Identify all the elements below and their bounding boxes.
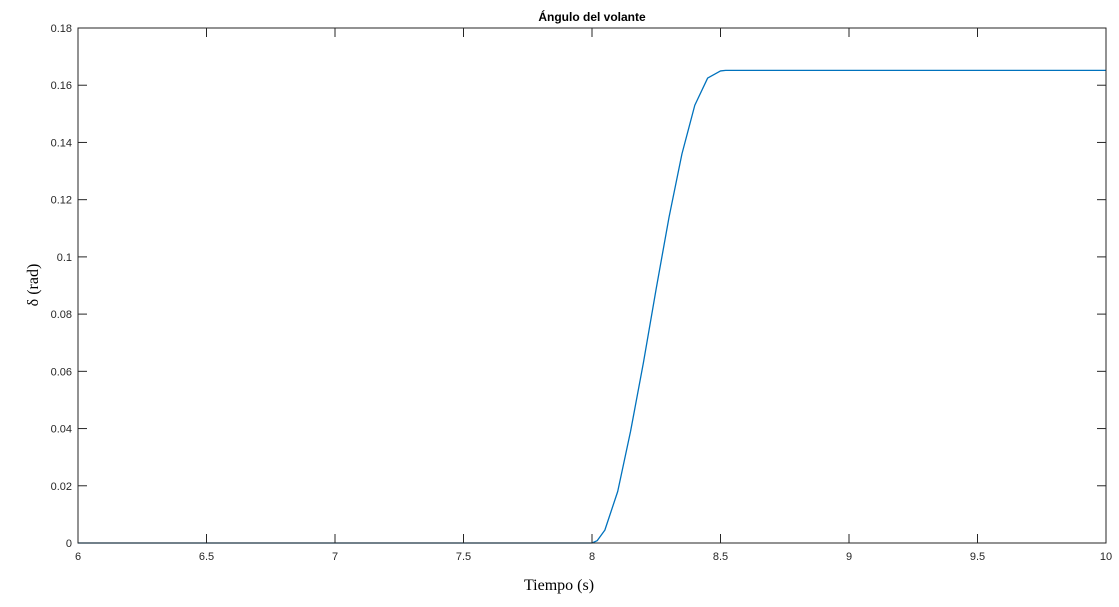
- y-tick-label: 0: [66, 538, 72, 550]
- x-tick-label: 8.5: [713, 551, 728, 563]
- y-axis-label: δ (rad): [25, 264, 42, 307]
- y-tick-label: 0.06: [51, 366, 72, 378]
- x-tick-label: 9.5: [970, 551, 985, 563]
- x-axis-label: Tiempo (s): [524, 577, 594, 594]
- series-line: [78, 69, 1106, 544]
- x-axis-ticks: 6 6.5 7 7.5 8 8.5 9 9.5 10: [75, 28, 1112, 563]
- x-tick-label: 7: [332, 551, 338, 563]
- y-tick-label: 0.16: [51, 80, 72, 92]
- x-tick-label: 7.5: [456, 551, 471, 563]
- x-tick-label: 8: [589, 551, 595, 563]
- x-tick-label: 6: [75, 551, 81, 563]
- y-tick-label: 0.1: [57, 252, 72, 264]
- y-tick-label: 0.04: [51, 424, 72, 436]
- y-tick-label: 0.12: [51, 195, 72, 207]
- chart-title: Ángulo del volante: [538, 9, 646, 24]
- y-tick-label: 0.14: [51, 137, 72, 149]
- y-tick-label: 0.08: [51, 309, 72, 321]
- y-tick-label: 0.18: [51, 23, 72, 35]
- series-layer: [78, 69, 1106, 544]
- x-tick-label: 6.5: [199, 551, 214, 563]
- y-axis-ticks: 0 0.02 0.04 0.06 0.08 0.1 0.12 0.14 0.16 0.18: [51, 23, 1106, 550]
- plot-background: [78, 28, 1106, 543]
- x-tick-label: 9: [846, 551, 852, 563]
- x-tick-label: 10: [1100, 551, 1112, 563]
- y-tick-label: 0.02: [51, 481, 72, 493]
